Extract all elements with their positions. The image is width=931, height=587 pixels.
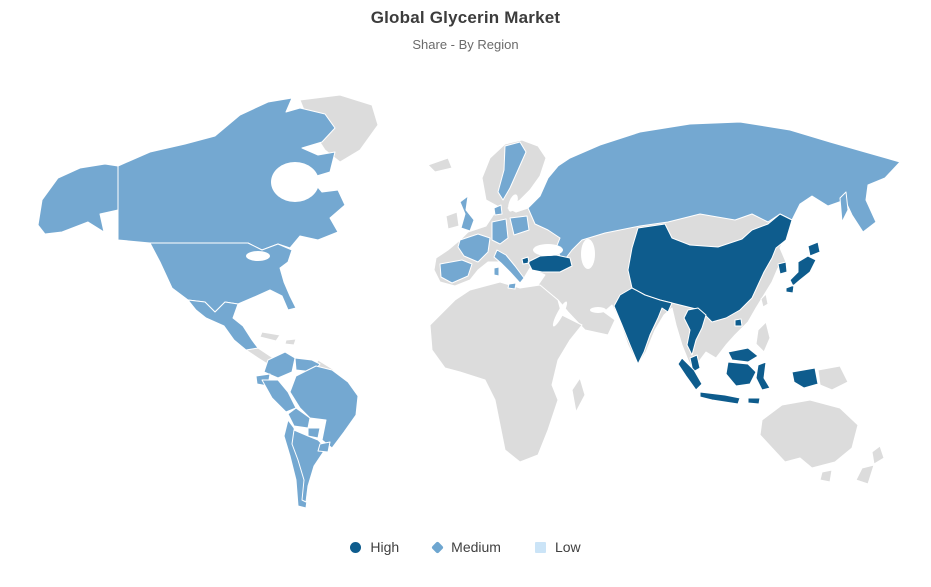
hudson-bay <box>271 162 319 202</box>
us-canada-border <box>117 165 249 244</box>
country-philippines[interactable] <box>755 321 771 353</box>
country-cuba[interactable] <box>259 331 281 342</box>
country-spain[interactable] <box>439 259 473 284</box>
country-united-kingdom[interactable] <box>459 195 475 232</box>
country-alaska[interactable] <box>37 163 119 235</box>
country-peru[interactable] <box>261 379 297 413</box>
legend-label-high: High <box>370 539 400 555</box>
country-taiwan[interactable] <box>760 293 769 308</box>
legend-label-low: Low <box>554 539 581 555</box>
caspian-sea <box>581 239 595 269</box>
country-australia[interactable] <box>759 399 859 469</box>
country-iceland[interactable] <box>427 157 453 173</box>
legend: High Medium Low <box>0 539 931 555</box>
low-marker-icon <box>534 541 546 553</box>
country-china[interactable] <box>627 213 793 327</box>
country-russia[interactable] <box>527 121 901 263</box>
chart-subtitle: Share - By Region <box>412 37 519 52</box>
chart-title: Global Glycerin Market <box>370 8 561 27</box>
country-africa[interactable] <box>429 281 583 463</box>
country-papua-new-guinea[interactable] <box>817 365 849 391</box>
persian-gulf <box>590 307 606 313</box>
country-indonesia[interactable] <box>677 357 819 405</box>
country-uruguay[interactable] <box>317 441 331 453</box>
country-thailand[interactable] <box>683 307 707 356</box>
black-sea <box>533 244 563 256</box>
country-denmark[interactable] <box>493 204 503 216</box>
country-madagascar[interactable] <box>571 377 586 413</box>
country-colombia[interactable] <box>263 351 296 379</box>
country-france[interactable] <box>457 233 491 263</box>
country-germany[interactable] <box>491 218 509 245</box>
medium-marker-icon <box>431 540 445 554</box>
country-sakhalin[interactable] <box>839 191 849 223</box>
baltic-sea <box>508 194 518 212</box>
country-tasmania[interactable] <box>819 469 833 483</box>
country-poland[interactable] <box>509 215 530 236</box>
legend-label-medium: Medium <box>451 539 501 555</box>
great-lakes <box>246 251 270 261</box>
country-paraguay[interactable] <box>307 427 321 439</box>
red-sea <box>552 301 568 327</box>
country-japan[interactable] <box>785 241 821 294</box>
country-south-korea[interactable] <box>777 261 788 275</box>
country-italy[interactable] <box>493 249 525 290</box>
legend-item-medium[interactable]: Medium <box>431 539 501 555</box>
country-hispaniola[interactable] <box>284 338 297 346</box>
country-india[interactable] <box>613 287 673 365</box>
legend-item-high[interactable]: High <box>350 539 399 555</box>
chart-header: Global Glycerin Market Share - By Region <box>0 8 931 52</box>
country-argentina[interactable] <box>291 429 327 503</box>
country-ireland[interactable] <box>445 211 460 230</box>
country-united-states[interactable] <box>149 242 297 313</box>
country-bolivia[interactable] <box>287 407 311 429</box>
high-marker-icon <box>350 541 362 553</box>
country-sweden[interactable] <box>497 141 527 201</box>
legend-item-low[interactable]: Low <box>534 539 581 555</box>
country-new-zealand[interactable] <box>855 445 885 485</box>
country-mexico[interactable] <box>187 299 259 351</box>
